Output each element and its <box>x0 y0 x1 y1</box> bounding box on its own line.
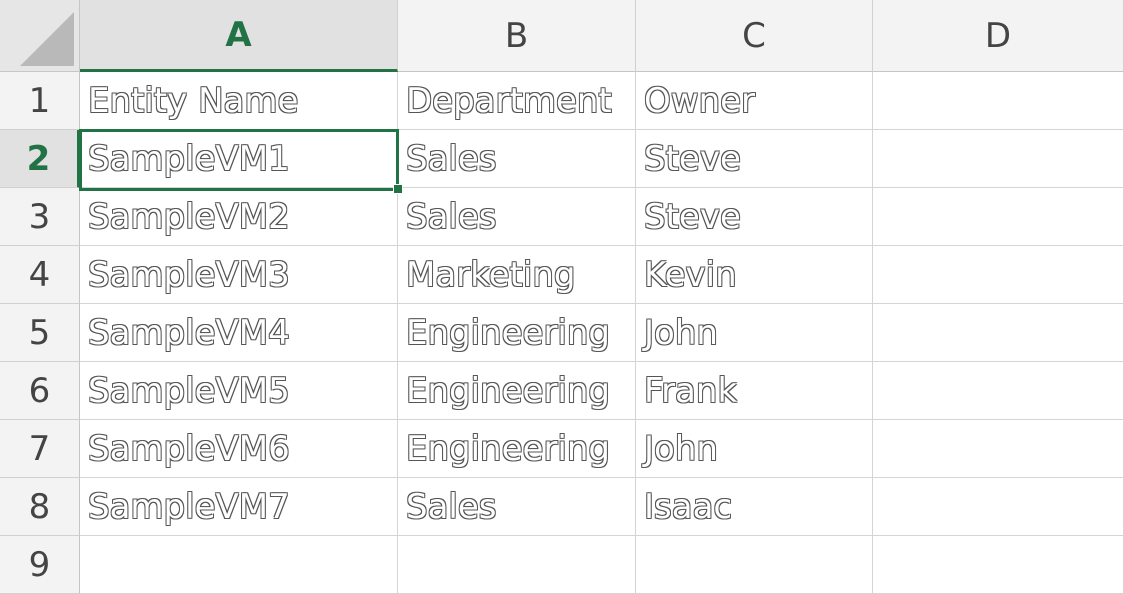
cell-a3[interactable]: SampleVM2 <box>80 188 398 246</box>
cell-c6[interactable]: Frank <box>636 362 873 420</box>
cell-b7[interactable]: Engineering <box>398 420 636 478</box>
cell-d2[interactable] <box>873 130 1124 188</box>
cell-c7[interactable]: John <box>636 420 873 478</box>
cell-d6[interactable] <box>873 362 1124 420</box>
cell-d1[interactable] <box>873 72 1124 130</box>
cell-b5[interactable]: Engineering <box>398 304 636 362</box>
select-all-corner[interactable] <box>0 0 80 72</box>
cell-b4[interactable]: Marketing <box>398 246 636 304</box>
cell-b9[interactable] <box>398 536 636 594</box>
cell-a9[interactable] <box>80 536 398 594</box>
row-header-6[interactable]: 6 <box>0 362 80 420</box>
cell-c4[interactable]: Kevin <box>636 246 873 304</box>
cell-d8[interactable] <box>873 478 1124 536</box>
column-header-d[interactable]: D <box>873 0 1124 72</box>
cell-d4[interactable] <box>873 246 1124 304</box>
cell-d3[interactable] <box>873 188 1124 246</box>
cell-d5[interactable] <box>873 304 1124 362</box>
cell-a5[interactable]: SampleVM4 <box>80 304 398 362</box>
cell-a6[interactable]: SampleVM5 <box>80 362 398 420</box>
cell-a4[interactable]: SampleVM3 <box>80 246 398 304</box>
row-header-3[interactable]: 3 <box>0 188 80 246</box>
cell-a7[interactable]: SampleVM6 <box>80 420 398 478</box>
cell-b2[interactable]: Sales <box>398 130 636 188</box>
row-header-1[interactable]: 1 <box>0 72 80 130</box>
cell-c9[interactable] <box>636 536 873 594</box>
row-header-9[interactable]: 9 <box>0 536 80 594</box>
cell-a2[interactable]: SampleVM1 <box>80 130 398 188</box>
cell-b1[interactable]: Department <box>398 72 636 130</box>
row-header-8[interactable]: 8 <box>0 478 80 536</box>
cell-c2[interactable]: Steve <box>636 130 873 188</box>
row-header-4[interactable]: 4 <box>0 246 80 304</box>
cell-b3[interactable]: Sales <box>398 188 636 246</box>
select-all-triangle-icon <box>20 12 74 66</box>
row-header-2[interactable]: 2 <box>0 130 80 188</box>
column-header-b[interactable]: B <box>398 0 636 72</box>
cell-a8[interactable]: SampleVM7 <box>80 478 398 536</box>
column-header-a[interactable]: A <box>80 0 398 72</box>
cell-b8[interactable]: Sales <box>398 478 636 536</box>
cell-c1[interactable]: Owner <box>636 72 873 130</box>
cell-c8[interactable]: Isaac <box>636 478 873 536</box>
row-header-5[interactable]: 5 <box>0 304 80 362</box>
cell-d9[interactable] <box>873 536 1124 594</box>
cell-a1[interactable]: Entity Name <box>80 72 398 130</box>
fill-handle[interactable] <box>393 184 403 194</box>
column-header-c[interactable]: C <box>636 0 873 72</box>
cell-d7[interactable] <box>873 420 1124 478</box>
cell-c3[interactable]: Steve <box>636 188 873 246</box>
cell-c5[interactable]: John <box>636 304 873 362</box>
row-header-7[interactable]: 7 <box>0 420 80 478</box>
cell-b6[interactable]: Engineering <box>398 362 636 420</box>
